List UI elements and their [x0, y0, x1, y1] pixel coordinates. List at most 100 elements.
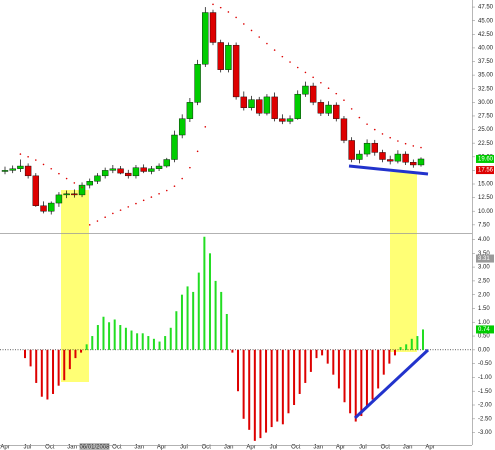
sar-dot: [235, 16, 237, 19]
sar-dot: [127, 206, 130, 208]
histogram-bar: [24, 349, 26, 359]
histogram-bar: [410, 338, 413, 350]
sar-dot: [250, 29, 253, 32]
y-tick-label: 22.50: [478, 141, 494, 147]
y-tick-label: 1.00: [478, 320, 490, 326]
candle-body: [232, 44, 240, 98]
histogram-bar: [91, 336, 94, 350]
candle-body: [294, 93, 301, 119]
histogram-bar: [298, 349, 301, 394]
candle-body: [132, 167, 140, 177]
histogram-bar: [180, 294, 183, 350]
y-tick-label: 1.50: [478, 306, 490, 312]
histogram-bar: [68, 349, 71, 370]
histogram-bar: [214, 280, 217, 350]
histogram-bar: [164, 336, 167, 350]
sar-dot: [42, 163, 45, 166]
x-tick-label: Oct: [291, 445, 301, 450]
sar-dot: [65, 177, 68, 180]
histogram-bar: [382, 349, 385, 375]
y-tick-label: 32.50: [478, 86, 494, 92]
sar-dot: [212, 3, 214, 6]
candle-body: [402, 153, 409, 163]
y-tick-label: 15.00: [478, 182, 494, 188]
x-tick-label: Apr: [246, 445, 255, 450]
histogram-bar: [365, 349, 368, 408]
histogram-bar: [337, 349, 340, 389]
trend-line: [353, 348, 430, 420]
x-tick-label: Jan: [313, 445, 323, 450]
histogram-bar: [321, 349, 324, 356]
candle-body: [263, 96, 271, 114]
histogram-bar: [40, 349, 43, 397]
x-tick-label: Oct: [381, 445, 391, 450]
histogram-bar: [225, 313, 228, 350]
y-tick-label: 3.50: [478, 251, 490, 257]
y-tick-label: 47.50: [478, 5, 494, 11]
price-marker-label: 17.56: [478, 168, 494, 174]
sar-dot: [181, 177, 183, 180]
y-tick-label: 3.00: [478, 265, 490, 271]
sar-dot: [150, 196, 153, 198]
histogram-bar: [63, 349, 66, 381]
sar-dot: [119, 209, 122, 211]
candle-body: [371, 142, 378, 153]
y-tick-label: 2.50: [478, 278, 490, 284]
candle-body: [302, 85, 309, 95]
sar-dot: [258, 36, 261, 38]
x-tick-label: Oct: [112, 445, 122, 450]
histogram-bar: [270, 349, 273, 428]
histogram-bar: [237, 349, 240, 392]
sar-dot: [335, 92, 338, 95]
candle-body: [410, 162, 417, 166]
candle-body: [86, 181, 93, 186]
candle-body: [178, 118, 186, 136]
candle-body: [48, 202, 55, 212]
histogram-bar: [220, 291, 223, 350]
histogram-bar: [349, 349, 352, 414]
histogram-bar: [108, 322, 111, 350]
candle-body: [248, 99, 255, 108]
histogram-bar: [293, 349, 296, 406]
histogram-bar: [119, 325, 122, 350]
candle-body: [32, 175, 40, 206]
candle-body: [101, 170, 109, 177]
candle-body: [363, 142, 371, 155]
histogram-bar: [85, 344, 88, 350]
y-tick-label: 0.50: [478, 334, 490, 340]
sar-dot: [420, 146, 422, 149]
x-tick-label: Jul: [359, 445, 367, 450]
y-tick-label: 37.50: [478, 59, 494, 65]
candle-body: [40, 205, 47, 212]
sar-dot: [381, 133, 384, 135]
histogram-bar: [152, 338, 155, 350]
candle-body: [386, 159, 394, 162]
candle-body: [279, 118, 286, 122]
histogram-bar: [80, 349, 83, 353]
x-tick-label: Apr: [0, 445, 9, 450]
candle-body: [125, 172, 132, 177]
sar-dot: [373, 128, 376, 131]
sar-dot: [50, 167, 53, 170]
x-tick-label: Apr: [157, 445, 166, 450]
y-tick-label: 12.50: [478, 195, 494, 201]
candle-body: [78, 184, 86, 196]
sar-dot: [165, 189, 168, 192]
histogram-bar: [276, 349, 279, 422]
date-highlight: [79, 443, 110, 450]
y-tick-label: 45.00: [478, 18, 494, 24]
histogram-bar: [242, 349, 245, 419]
sar-dot: [112, 212, 114, 215]
histogram-bar: [57, 349, 60, 386]
histogram-bar: [74, 349, 77, 359]
sar-dot: [81, 186, 83, 189]
sar-dot: [320, 81, 322, 84]
y-tick-label: -1.50: [478, 389, 492, 395]
x-tick-label: Apr: [425, 445, 434, 450]
price-marker-label: 0.74: [478, 327, 490, 333]
histogram-bar: [113, 319, 116, 350]
price-marker: [476, 166, 494, 175]
histogram-bar: [124, 327, 127, 350]
sar-dot: [389, 136, 391, 139]
y-tick-label: 4.00: [478, 237, 490, 243]
